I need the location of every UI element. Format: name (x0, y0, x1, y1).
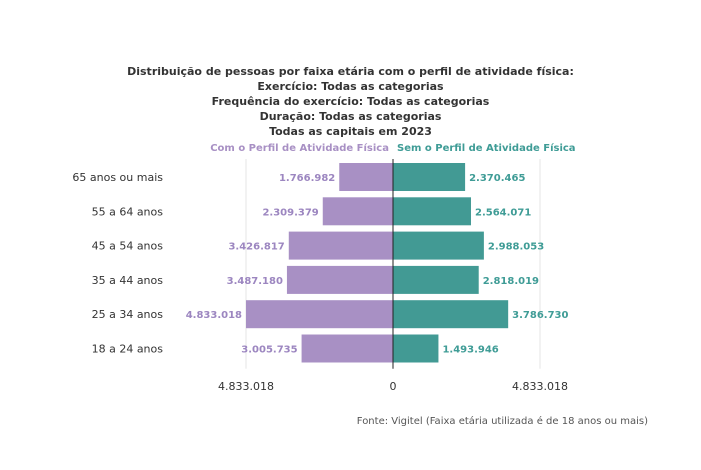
bar-without-activity (393, 163, 466, 191)
bar-without-activity (393, 197, 471, 226)
bar-with-activity (246, 300, 393, 329)
title-line: Todas as capitais em 2023 (269, 125, 432, 138)
category-label: 65 anos ou mais (72, 171, 163, 184)
bar-without-activity (393, 334, 439, 363)
data-label-with: 3.005.735 (241, 345, 297, 356)
bar-with-activity (286, 265, 393, 294)
bar-without-activity (393, 231, 484, 260)
data-label-without: 2.564.071 (475, 207, 531, 218)
data-label-without: 2.818.019 (483, 276, 539, 287)
data-label-with: 3.487.180 (227, 276, 283, 287)
x-tick-label: 4.833.018 (512, 380, 568, 393)
x-tick-label: 0 (390, 380, 397, 393)
data-label-without: 2.988.053 (488, 242, 544, 253)
data-label-with: 3.426.817 (228, 242, 284, 253)
category-label: 35 a 44 anos (92, 274, 164, 287)
x-tick-label: 4.833.018 (218, 380, 274, 393)
data-label-with: 1.766.982 (279, 173, 335, 184)
category-label: 25 a 34 anos (92, 308, 164, 321)
bar-without-activity (393, 300, 509, 329)
data-label-with: 2.309.379 (262, 207, 318, 218)
bar-with-activity (301, 334, 393, 363)
title-line: Duração: Todas as categorias (259, 110, 442, 123)
bar-with-activity (322, 197, 393, 226)
category-label: 45 a 54 anos (92, 240, 164, 253)
legend-without-activity[interactable]: Sem o Perfil de Atividade Física (397, 143, 576, 154)
data-label-without: 1.493.946 (442, 345, 498, 356)
data-label-without: 2.370.465 (469, 173, 525, 184)
chart-title: Distribuição de pessoas por faixa etária… (0, 64, 701, 139)
category-label: 55 a 64 anos (92, 205, 164, 218)
bar-with-activity (339, 163, 393, 191)
title-line: Frequência do exercício: Todas as catego… (211, 95, 490, 108)
legend-with-activity[interactable]: Com o Perfil de Atividade Física (210, 143, 389, 154)
data-label-with: 4.833.018 (186, 310, 242, 321)
title-line: Exercício: Todas as categorias (257, 80, 444, 93)
data-label-without: 3.786.730 (512, 310, 568, 321)
source-note: Fonte: Vigitel (Faixa etária utilizada é… (356, 416, 648, 427)
bar-with-activity (288, 231, 393, 260)
bar-without-activity (393, 265, 479, 294)
category-label: 18 a 24 anos (92, 343, 164, 356)
title-line: Distribuição de pessoas por faixa etária… (127, 65, 574, 78)
